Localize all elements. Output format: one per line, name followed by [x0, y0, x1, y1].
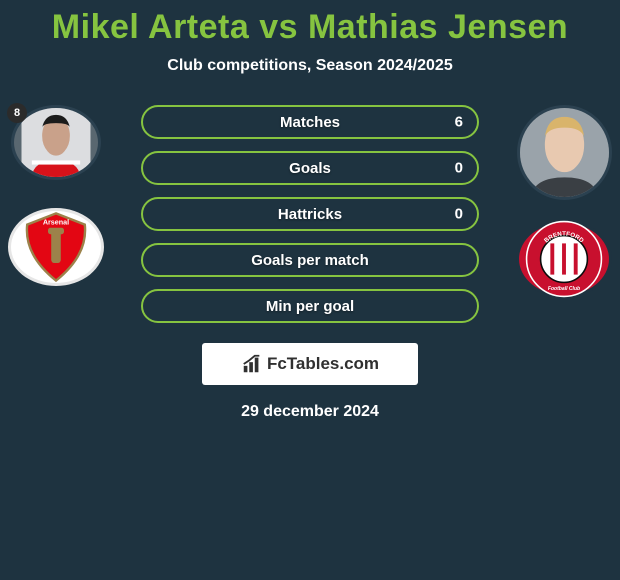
stat-right-value: 0 — [455, 206, 463, 223]
stat-row: Goals per match — [141, 243, 479, 277]
stat-label: Goals per match — [251, 252, 369, 269]
comparison-panel: 8 Arsenal — [0, 105, 620, 421]
snapshot-date: 29 december 2024 — [0, 403, 620, 421]
left-player-column: 8 Arsenal — [8, 105, 104, 286]
bar-chart-icon — [241, 353, 263, 375]
watermark-text: FcTables.com — [267, 354, 379, 374]
right-club-crest: BRENTFORD Football Club — [516, 220, 612, 298]
left-player-avatar-wrap: 8 — [11, 105, 101, 180]
stat-right-value: 0 — [455, 160, 463, 177]
person-icon — [520, 108, 609, 197]
right-player-column: BRENTFORD Football Club — [516, 105, 612, 298]
watermark: FcTables.com — [202, 343, 418, 385]
stat-label: Goals — [289, 160, 331, 177]
stat-row: Goals 0 — [141, 151, 479, 185]
stat-row: Min per goal — [141, 289, 479, 323]
left-club-crest: Arsenal — [8, 208, 104, 286]
subtitle: Club competitions, Season 2024/2025 — [0, 57, 620, 75]
stat-right-value: 6 — [455, 114, 463, 131]
brentford-crest-icon: BRENTFORD Football Club — [519, 220, 609, 298]
arsenal-crest-icon: Arsenal — [16, 207, 96, 287]
stat-label: Min per goal — [266, 298, 354, 315]
stat-row: Matches 6 — [141, 105, 479, 139]
person-icon — [14, 108, 98, 177]
stat-row: Hattricks 0 — [141, 197, 479, 231]
svg-text:Football Club: Football Club — [548, 286, 580, 292]
stat-label: Matches — [280, 114, 340, 131]
right-player-avatar — [517, 105, 612, 200]
svg-text:Arsenal: Arsenal — [43, 218, 69, 227]
page-title: Mikel Arteta vs Mathias Jensen — [0, 0, 620, 47]
jersey-number-badge: 8 — [7, 103, 27, 123]
stat-label: Hattricks — [278, 206, 342, 223]
stats-list: Matches 6 Goals 0 Hattricks 0 Goals per … — [141, 105, 479, 323]
